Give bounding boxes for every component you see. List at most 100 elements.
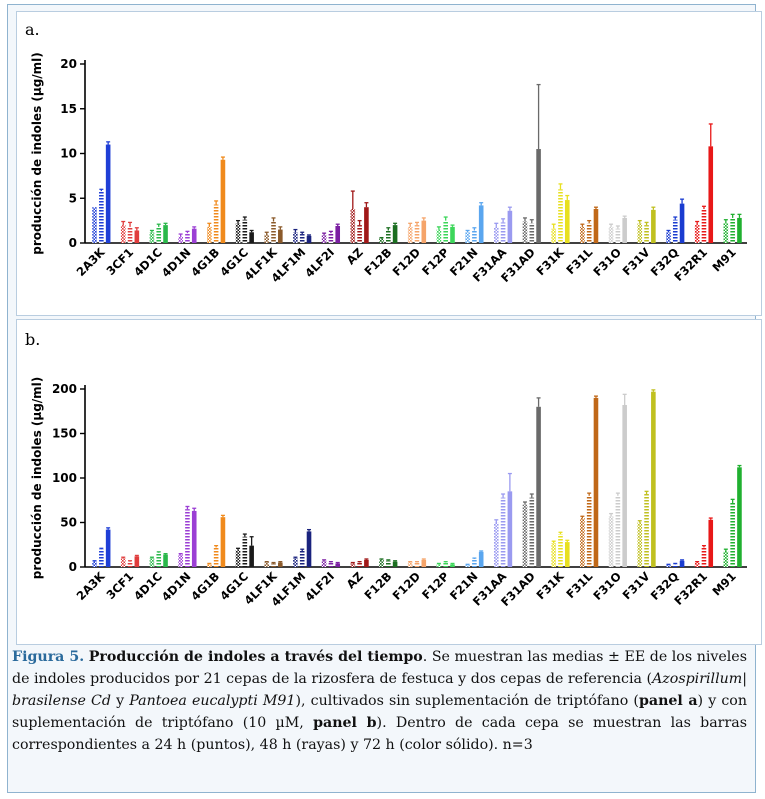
bar-f31v-24h	[637, 522, 643, 567]
panel-a: a. 0 5 10 15 20 producción de indoles (µg/ml)…	[16, 11, 762, 316]
x-tick-label-m91: M91	[709, 245, 738, 274]
bar-f12p-72h	[450, 226, 455, 243]
bar-4lf2i-24h	[321, 234, 327, 243]
bar-f32q-24h	[666, 232, 671, 243]
bar-f31aa-48h	[500, 497, 506, 567]
bar-f12d-24h	[407, 226, 413, 243]
bar-4g1c-24h	[235, 223, 241, 243]
bar-3cf1-72h	[134, 230, 140, 243]
x-tick-label-f31l: F31L	[563, 569, 595, 601]
bar-f32r1-48h	[701, 547, 707, 567]
bar-m91-72h	[737, 467, 742, 567]
y-tick-label: 0	[69, 236, 77, 250]
bar-f31aa-48h	[500, 222, 506, 243]
bar-f32r1-72h	[708, 519, 714, 567]
bar-f31k-48h	[558, 534, 563, 567]
bar-2a3k-72h	[105, 144, 111, 243]
bar-4d1c-72h	[163, 225, 168, 243]
figure-title: Producción de indoles a través del tiemp…	[88, 649, 423, 665]
bar-4g1b-24h	[207, 226, 212, 243]
caption-text-2: |	[742, 671, 747, 687]
bar-f31v-48h	[644, 225, 649, 243]
x-tick-label-4d1n: 4D1N	[159, 245, 194, 280]
caption-text-5: ) y con suplementación de triptófano (10…	[12, 693, 747, 731]
bar-f12b-48h	[386, 230, 391, 243]
figure-frame: a. 0 5 10 15 20 producción de indoles (µg/ml)…	[7, 4, 762, 793]
bar-4d1n-24h	[178, 236, 183, 243]
bar-az-72h	[364, 207, 369, 243]
x-tick-label-3cf1: 3CF1	[103, 245, 136, 278]
x-tick-label-4g1b: 4G1B	[188, 245, 222, 279]
bar-f12b-24h	[379, 238, 384, 243]
bar-4d1c-72h	[163, 554, 168, 567]
figure-caption: Figura 5. Producción de indoles a través…	[12, 646, 747, 756]
bar-f12d-72h	[421, 559, 427, 567]
bar-az-48h	[357, 225, 362, 243]
bar-3cf1-48h	[127, 226, 133, 243]
bar-4g1b-48h	[213, 547, 219, 567]
bar-f31l-72h	[593, 208, 599, 243]
bar-4lf1k-24h	[264, 562, 270, 567]
bar-az-72h	[364, 559, 369, 567]
bar-m91-24h	[723, 223, 729, 243]
bar-4lf1k-48h	[271, 221, 276, 243]
bar-4g1c-72h	[249, 545, 254, 567]
bar-f32r1-24h	[694, 562, 700, 567]
bar-f12d-48h	[414, 562, 420, 567]
bar-f21n-48h	[472, 558, 477, 567]
x-tick-label-4d1c: 4D1C	[131, 245, 165, 279]
bar-4d1n-72h	[191, 228, 197, 243]
y-tick-label: 200	[52, 382, 77, 396]
bar-f12d-72h	[421, 220, 427, 243]
bar-f31o-24h	[608, 226, 614, 243]
bar-f31ad-72h	[536, 406, 541, 567]
y-tick-label: 0	[69, 560, 77, 574]
x-tick-label-f31k: F31K	[534, 568, 568, 602]
bar-f31aa-24h	[493, 226, 499, 243]
bar-f31aa-24h	[493, 522, 499, 567]
x-tick-label-2a3k: 2A3K	[74, 244, 109, 279]
bar-4lf1m-48h	[299, 234, 305, 243]
bar-f21n-72h	[478, 205, 484, 243]
x-tick-label-4d1n: 4D1N	[159, 569, 194, 604]
bar-f32r1-72h	[708, 146, 714, 243]
bar-f31ad-24h	[522, 504, 528, 567]
bar-4g1c-48h	[242, 219, 248, 243]
bar-4lf2i-24h	[321, 560, 327, 567]
bar-f31k-72h	[564, 200, 570, 243]
bar-az-24h	[350, 208, 356, 243]
bar-f32q-48h	[672, 564, 678, 567]
bar-f31ad-48h	[529, 497, 535, 567]
species-name-3: Pantoea eucalypti M91	[129, 693, 296, 709]
bar-f31ad-48h	[529, 223, 535, 243]
bar-f31v-72h	[651, 391, 656, 567]
x-tick-label-f12b: F12B	[361, 569, 394, 602]
bar-4lf1k-48h	[271, 563, 276, 567]
bar-4d1n-72h	[191, 510, 197, 567]
bar-az-48h	[357, 562, 362, 567]
figure-number: Figura 5.	[12, 649, 85, 665]
bar-4d1n-48h	[185, 233, 190, 243]
chart-panel-b: 0 50 100 150 200 producción de indoles (µg/ml…	[30, 377, 747, 609]
bar-4lf1k-24h	[264, 234, 270, 243]
bar-f31k-24h	[551, 228, 556, 243]
bar-4g1b-48h	[213, 204, 219, 243]
bar-f12p-24h	[436, 229, 442, 243]
bar-4d1n-48h	[185, 509, 190, 567]
x-tick-label-2a3k: 2A3K	[74, 568, 109, 603]
bar-f12d-48h	[414, 225, 420, 243]
x-tick-label-f31v: F31V	[620, 245, 653, 278]
bar-f32r1-24h	[694, 225, 700, 243]
bar-f32q-72h	[679, 203, 685, 243]
y-tick-label: 50	[60, 516, 77, 530]
x-tick-label-f12p: F12P	[419, 569, 452, 602]
x-tick-label-f31o: F31O	[590, 245, 624, 279]
bar-4d1c-48h	[156, 552, 162, 567]
bar-4d1c-24h	[149, 558, 155, 567]
bar-3cf1-48h	[127, 561, 133, 567]
bar-f31o-72h	[622, 217, 627, 243]
bar-2a3k-24h	[92, 561, 97, 567]
bar-4lf1m-72h	[306, 235, 312, 243]
x-tick-label-3cf1: 3CF1	[103, 569, 136, 602]
bar-f31o-48h	[615, 495, 621, 567]
